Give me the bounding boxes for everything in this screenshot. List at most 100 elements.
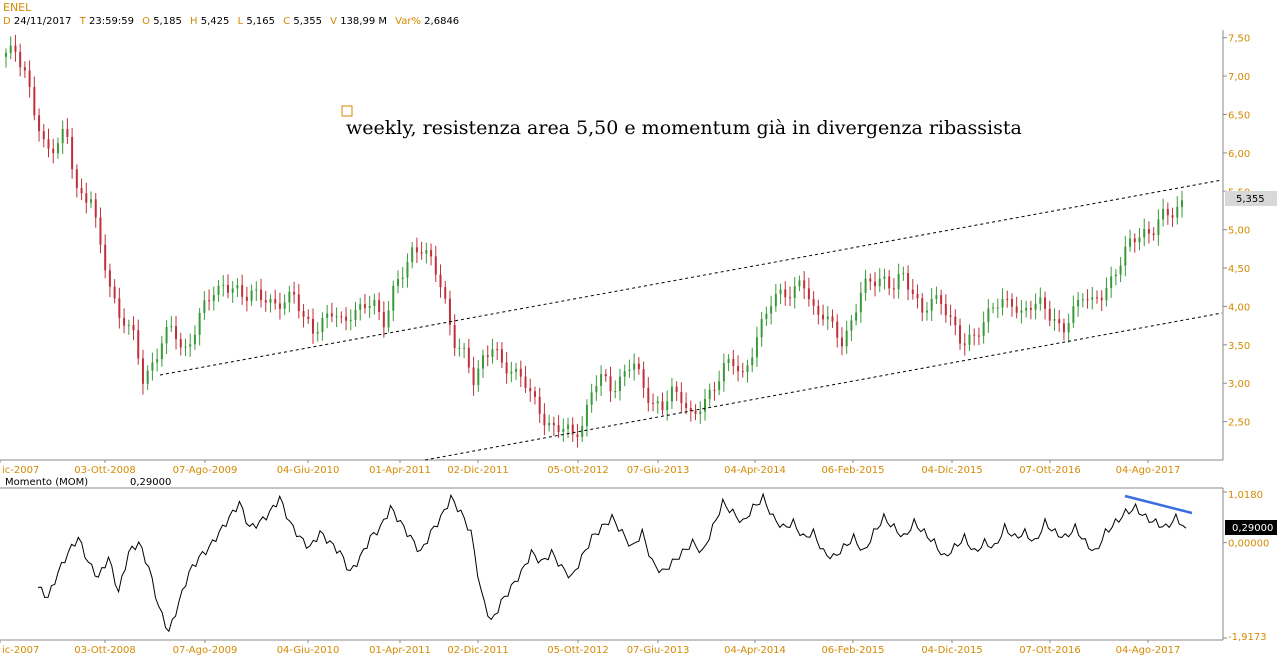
candle-body bbox=[56, 143, 59, 154]
candle-body bbox=[963, 343, 966, 345]
field-key-var: Var% bbox=[395, 16, 421, 27]
candle-body bbox=[1138, 237, 1141, 243]
candle-body bbox=[118, 298, 121, 318]
candle-body bbox=[656, 401, 659, 404]
field-key-date: D bbox=[3, 16, 11, 27]
candle-body bbox=[415, 247, 418, 253]
resistance-trendline bbox=[159, 179, 1223, 376]
candle-body bbox=[307, 316, 310, 319]
candle-body bbox=[430, 250, 433, 257]
candle-body bbox=[581, 425, 584, 437]
candle-body bbox=[208, 300, 211, 302]
candle-body bbox=[940, 295, 943, 305]
momentum-last-label: 0,29000 bbox=[1232, 523, 1273, 534]
candle-body bbox=[75, 169, 78, 188]
candle-body bbox=[1053, 319, 1056, 321]
candle-body bbox=[170, 326, 173, 328]
candle-body bbox=[930, 298, 933, 311]
candle-body bbox=[770, 306, 773, 314]
price-x-tick-label: 04-Giu-2010 bbox=[277, 465, 340, 476]
price-x-axis: ic-2007 03-Ott-2008 07-Ago-2009 04-Giu-2010… bbox=[0, 460, 1180, 476]
candle-body bbox=[1048, 308, 1051, 321]
candle-body bbox=[524, 376, 527, 388]
field-key-high: H bbox=[190, 16, 198, 27]
annotation-marker-box[interactable] bbox=[341, 105, 353, 117]
candle-body bbox=[902, 273, 905, 275]
candle-body bbox=[864, 278, 867, 293]
candle-body bbox=[935, 295, 938, 299]
candle-body bbox=[326, 313, 329, 318]
candle-body bbox=[741, 371, 744, 373]
candle-body bbox=[647, 387, 650, 403]
field-key-low: L bbox=[237, 16, 244, 27]
candle-body bbox=[477, 368, 480, 386]
candle-body bbox=[448, 298, 451, 325]
candle-body bbox=[132, 324, 135, 331]
field-value-close: 5,355 bbox=[293, 16, 322, 27]
candle-body bbox=[633, 363, 636, 370]
field-key-volume: V bbox=[330, 16, 337, 27]
candle-body bbox=[288, 291, 291, 303]
candle-body bbox=[515, 368, 518, 372]
candle-body bbox=[472, 367, 475, 386]
candle-body bbox=[519, 368, 522, 377]
candle-body bbox=[699, 411, 702, 414]
price-y-tick-label: 6,00 bbox=[1228, 149, 1250, 160]
price-y-tick-label: 5,00 bbox=[1228, 226, 1250, 237]
candle-body bbox=[925, 310, 928, 313]
candle-body bbox=[798, 280, 801, 287]
candle-body bbox=[576, 434, 579, 437]
candle-body bbox=[1062, 323, 1065, 333]
candle-body bbox=[571, 424, 574, 435]
candle-body bbox=[803, 280, 806, 289]
candle-body bbox=[420, 252, 423, 254]
candle-body bbox=[557, 425, 560, 432]
candle-body bbox=[1001, 298, 1004, 308]
candle-body bbox=[151, 362, 154, 371]
candle-body bbox=[1034, 303, 1037, 310]
momentum-y-tick-label: 0,00000 bbox=[1228, 539, 1269, 550]
candle-body bbox=[746, 365, 749, 372]
candle-body bbox=[1039, 297, 1042, 304]
price-y-tick-label: 2,50 bbox=[1228, 418, 1250, 429]
price-x-tick-label: 03-Ott-2008 bbox=[74, 465, 135, 476]
candle-body bbox=[878, 278, 881, 287]
candle-body bbox=[826, 316, 829, 320]
candle-body bbox=[458, 347, 461, 349]
candle-body bbox=[434, 256, 437, 275]
candle-body bbox=[255, 289, 258, 291]
candle-body bbox=[977, 335, 980, 337]
candle-body bbox=[486, 355, 489, 357]
momentum-x-tick-label: 04-Dic-2015 bbox=[921, 645, 982, 656]
candle-body bbox=[685, 403, 688, 409]
candle-body bbox=[1176, 206, 1179, 218]
momentum-x-tick-label: 06-Feb-2015 bbox=[821, 645, 884, 656]
candle-body bbox=[392, 285, 395, 311]
candle-body bbox=[203, 300, 206, 313]
candle-body bbox=[453, 324, 456, 348]
candle-body bbox=[33, 86, 36, 116]
candle-body bbox=[1133, 238, 1136, 243]
candle-body bbox=[85, 193, 88, 203]
momentum-x-tick-label: 01-Apr-2011 bbox=[369, 645, 431, 656]
candle-body bbox=[807, 288, 810, 300]
field-value-low: 5,165 bbox=[246, 16, 275, 27]
field-key-open: O bbox=[142, 16, 150, 27]
candle-body bbox=[954, 316, 957, 326]
candle-body bbox=[368, 306, 371, 308]
candle-body bbox=[104, 244, 107, 271]
candle-body bbox=[274, 298, 277, 304]
momentum-x-tick-label: 04-Ago-2017 bbox=[1116, 645, 1181, 656]
candle-body bbox=[987, 308, 990, 323]
candle-body bbox=[264, 300, 267, 303]
candle-body bbox=[94, 199, 97, 218]
price-candles bbox=[5, 34, 1183, 448]
candle-body bbox=[944, 304, 947, 316]
candle-body bbox=[1086, 299, 1089, 301]
price-x-tick-label: 05-Ott-2012 bbox=[547, 465, 608, 476]
candle-body bbox=[751, 357, 754, 366]
momentum-x-tick-label: 07-Ott-2016 bbox=[1019, 645, 1080, 656]
candle-body bbox=[19, 51, 22, 68]
candle-body bbox=[689, 408, 692, 411]
